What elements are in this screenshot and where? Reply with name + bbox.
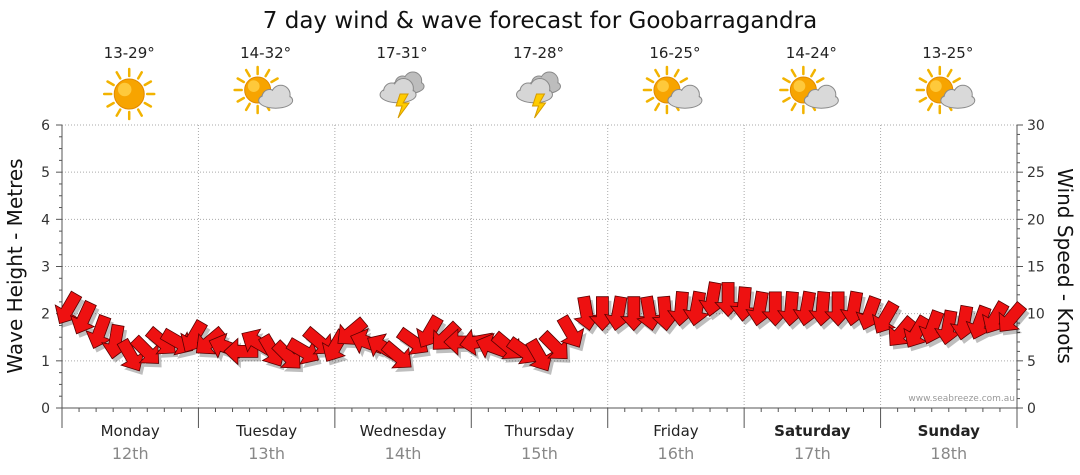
wind-arrow xyxy=(998,300,1028,332)
wind-arrow xyxy=(85,313,112,350)
wind-arrow xyxy=(69,299,97,335)
x-date-label: 14th xyxy=(385,444,422,463)
x-day-label: Thursday xyxy=(504,422,575,440)
x-day-label: Sunday xyxy=(918,422,981,440)
x-day-label: Friday xyxy=(653,422,699,440)
y-left-tick-label: 0 xyxy=(41,401,50,417)
y-right-tick-label: 0 xyxy=(1027,401,1036,417)
x-date-label: 15th xyxy=(521,444,558,463)
x-date-label: 16th xyxy=(658,444,695,463)
wind-arrow xyxy=(573,295,601,332)
x-date-label: 12th xyxy=(112,444,149,463)
y-right-tick-label: 25 xyxy=(1027,165,1045,181)
day-temperature-label: 17-28° xyxy=(513,44,564,62)
y-right-tick-label: 20 xyxy=(1027,212,1045,228)
wind-arrow xyxy=(116,337,145,372)
wind-arrow xyxy=(933,309,962,346)
storm-icon xyxy=(379,71,425,119)
x-day-label: Wednesday xyxy=(360,422,447,440)
chart-title: 7 day wind & wave forecast for Goobarrag… xyxy=(263,8,817,34)
wind-arrow xyxy=(556,314,585,348)
y-left-tick-label: 5 xyxy=(41,165,50,181)
y-right-tick-label: 15 xyxy=(1027,260,1045,276)
day-temperature-label: 14-24° xyxy=(786,44,837,62)
x-date-label: 17th xyxy=(794,444,831,463)
wind-arrows-series xyxy=(54,281,1030,375)
wind-arrow xyxy=(54,290,83,325)
wind-arrow xyxy=(129,334,160,364)
day-temperature-label: 13-25° xyxy=(922,44,973,62)
day-temperature-label: 17-31° xyxy=(377,44,428,62)
y-right-tick-label: 30 xyxy=(1027,118,1045,134)
y-left-tick-label: 3 xyxy=(41,260,50,276)
y-left-tick-label: 2 xyxy=(41,307,50,323)
x-day-label: Saturday xyxy=(774,422,851,440)
wind-arrow xyxy=(903,314,931,348)
wind-arrow xyxy=(380,340,412,369)
y-right-tick-label: 5 xyxy=(1027,354,1036,370)
day-temperature-label: 13-29° xyxy=(104,44,155,62)
y-left-tick-label: 6 xyxy=(41,118,50,134)
y-left-tick-label: 4 xyxy=(41,212,50,228)
x-date-label: 18th xyxy=(930,444,967,463)
y-right-tick-label: 10 xyxy=(1027,307,1045,323)
x-date-label: 13th xyxy=(248,444,285,463)
y-axis-right-label: Wind Speed - Knots xyxy=(1053,168,1077,364)
sun-cloud-icon xyxy=(233,65,294,115)
x-day-label: Tuesday xyxy=(235,422,297,440)
y-left-tick-label: 1 xyxy=(41,354,50,370)
wind-arrow xyxy=(525,337,553,372)
x-day-label: Monday xyxy=(101,422,160,440)
credit-text: www.seabreeze.com.au xyxy=(908,394,1015,404)
day-temperature-label: 16-25° xyxy=(649,44,700,62)
wind-arrow xyxy=(619,296,648,332)
sun-icon xyxy=(102,67,156,121)
wind-arrow xyxy=(682,290,710,327)
wind-arrow xyxy=(538,329,568,360)
sun-cloud-icon xyxy=(779,65,839,115)
wind-arrow xyxy=(285,337,320,365)
wind-arrow xyxy=(888,315,918,346)
sun-cloud-icon xyxy=(642,65,703,115)
y-axis-left-label: Wave Height - Metres xyxy=(3,158,27,373)
day-temperature-label: 14-32° xyxy=(240,44,291,62)
sun-cloud-icon xyxy=(915,65,976,115)
wind-arrow xyxy=(871,300,900,334)
storm-icon xyxy=(516,71,561,119)
